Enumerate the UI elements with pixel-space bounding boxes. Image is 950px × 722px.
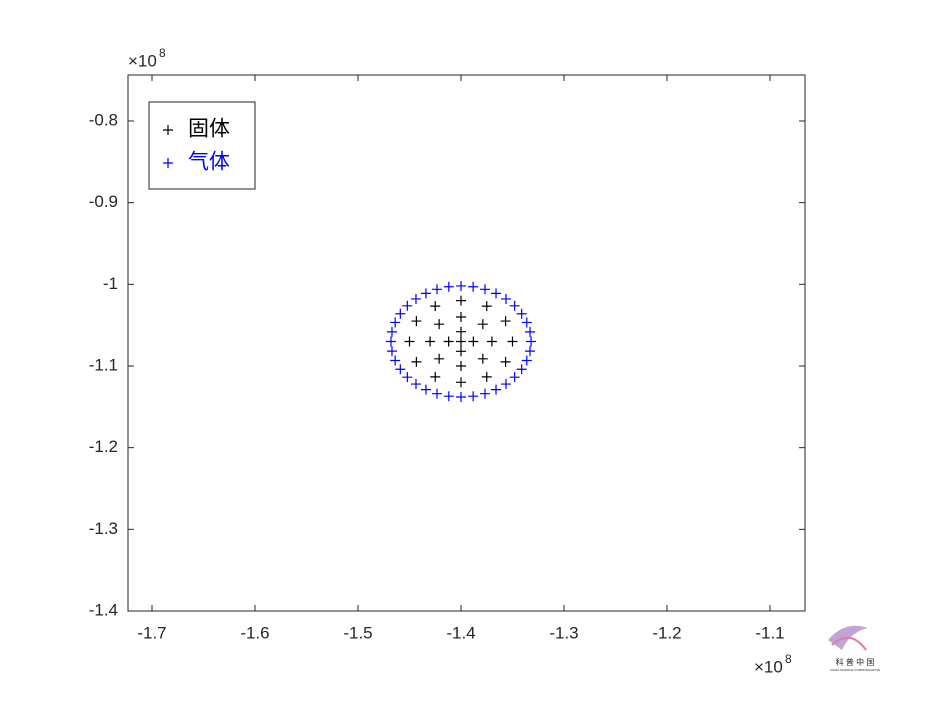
point: [468, 281, 479, 292]
y-tick-label: -0.9: [89, 192, 118, 211]
point: [455, 346, 466, 357]
y-tick-label: -1.2: [89, 437, 118, 456]
x-tick-label: -1.4: [446, 623, 475, 642]
point: [524, 346, 535, 357]
x-tick-label: -1.1: [755, 623, 784, 642]
point: [430, 371, 441, 382]
watermark-logo: 科 普 中 国 CHINA SCIENCE COMMUNICATION: [828, 625, 880, 672]
point: [524, 326, 535, 337]
legend-box: [148, 101, 256, 190]
legend-label: 固体: [188, 118, 230, 141]
point: [455, 377, 466, 388]
watermark-subtitle: CHINA SCIENCE COMMUNICATION: [830, 668, 880, 672]
point: [455, 326, 466, 337]
point: [443, 336, 454, 347]
point: [402, 300, 413, 311]
point: [481, 301, 492, 312]
point: [455, 336, 466, 347]
point: [481, 371, 492, 382]
point: [385, 336, 396, 347]
x-multiplier-exponent: 8: [785, 652, 792, 666]
y-tick-label: -0.8: [89, 110, 118, 129]
x-multiplier: ×10: [754, 657, 783, 676]
legend-label: 气体: [188, 151, 230, 174]
point: [479, 284, 490, 295]
point: [386, 346, 397, 357]
x-tick-label: -1.7: [137, 623, 166, 642]
y-tick-label: -1: [103, 274, 118, 293]
point: [395, 364, 406, 375]
point: [420, 384, 431, 395]
point: [468, 336, 479, 347]
x-tick-label: -1.5: [343, 623, 372, 642]
point: [479, 388, 490, 399]
point: [500, 356, 511, 367]
point: [410, 379, 421, 390]
x-tick-label: -1.2: [652, 623, 681, 642]
point: [486, 336, 497, 347]
point: [420, 288, 431, 299]
point: [500, 379, 511, 390]
y-multiplier: ×10: [128, 51, 157, 70]
point: [455, 280, 466, 291]
legend-marker: [163, 158, 173, 168]
point: [477, 319, 488, 330]
point: [521, 355, 532, 366]
logo-shape: [831, 636, 867, 651]
point: [425, 336, 436, 347]
point: [516, 308, 527, 319]
point: [500, 293, 511, 304]
point: [411, 316, 422, 327]
point: [455, 392, 466, 403]
point: [430, 301, 441, 312]
point: [509, 372, 520, 383]
point: [455, 295, 466, 306]
y-tick-label: -1.3: [89, 519, 118, 538]
point: [402, 372, 413, 383]
point: [431, 388, 442, 399]
watermark: 科 普 中 国: [836, 657, 875, 667]
point: [434, 319, 445, 330]
y-tick-label: -1.1: [89, 355, 118, 374]
point: [468, 391, 479, 402]
point: [443, 391, 454, 402]
point: [521, 317, 532, 328]
point: [526, 336, 537, 347]
point: [507, 336, 518, 347]
point: [509, 300, 520, 311]
point: [410, 293, 421, 304]
x-tick-label: -1.6: [240, 623, 269, 642]
point: [386, 326, 397, 337]
point: [455, 311, 466, 322]
point: [390, 317, 401, 328]
x-tick-label: -1.3: [549, 623, 578, 642]
point: [404, 336, 415, 347]
point: [500, 316, 511, 327]
point: [491, 288, 502, 299]
point: [431, 284, 442, 295]
point: [455, 360, 466, 371]
point: [395, 308, 406, 319]
y-multiplier-exponent: 8: [159, 46, 166, 60]
point: [390, 355, 401, 366]
legend-marker: [163, 125, 173, 135]
point: [491, 384, 502, 395]
point: [477, 353, 488, 364]
point: [516, 364, 527, 375]
point: [411, 356, 422, 367]
y-tick-label: -1.4: [89, 600, 118, 619]
point: [434, 353, 445, 364]
point: [443, 281, 454, 292]
